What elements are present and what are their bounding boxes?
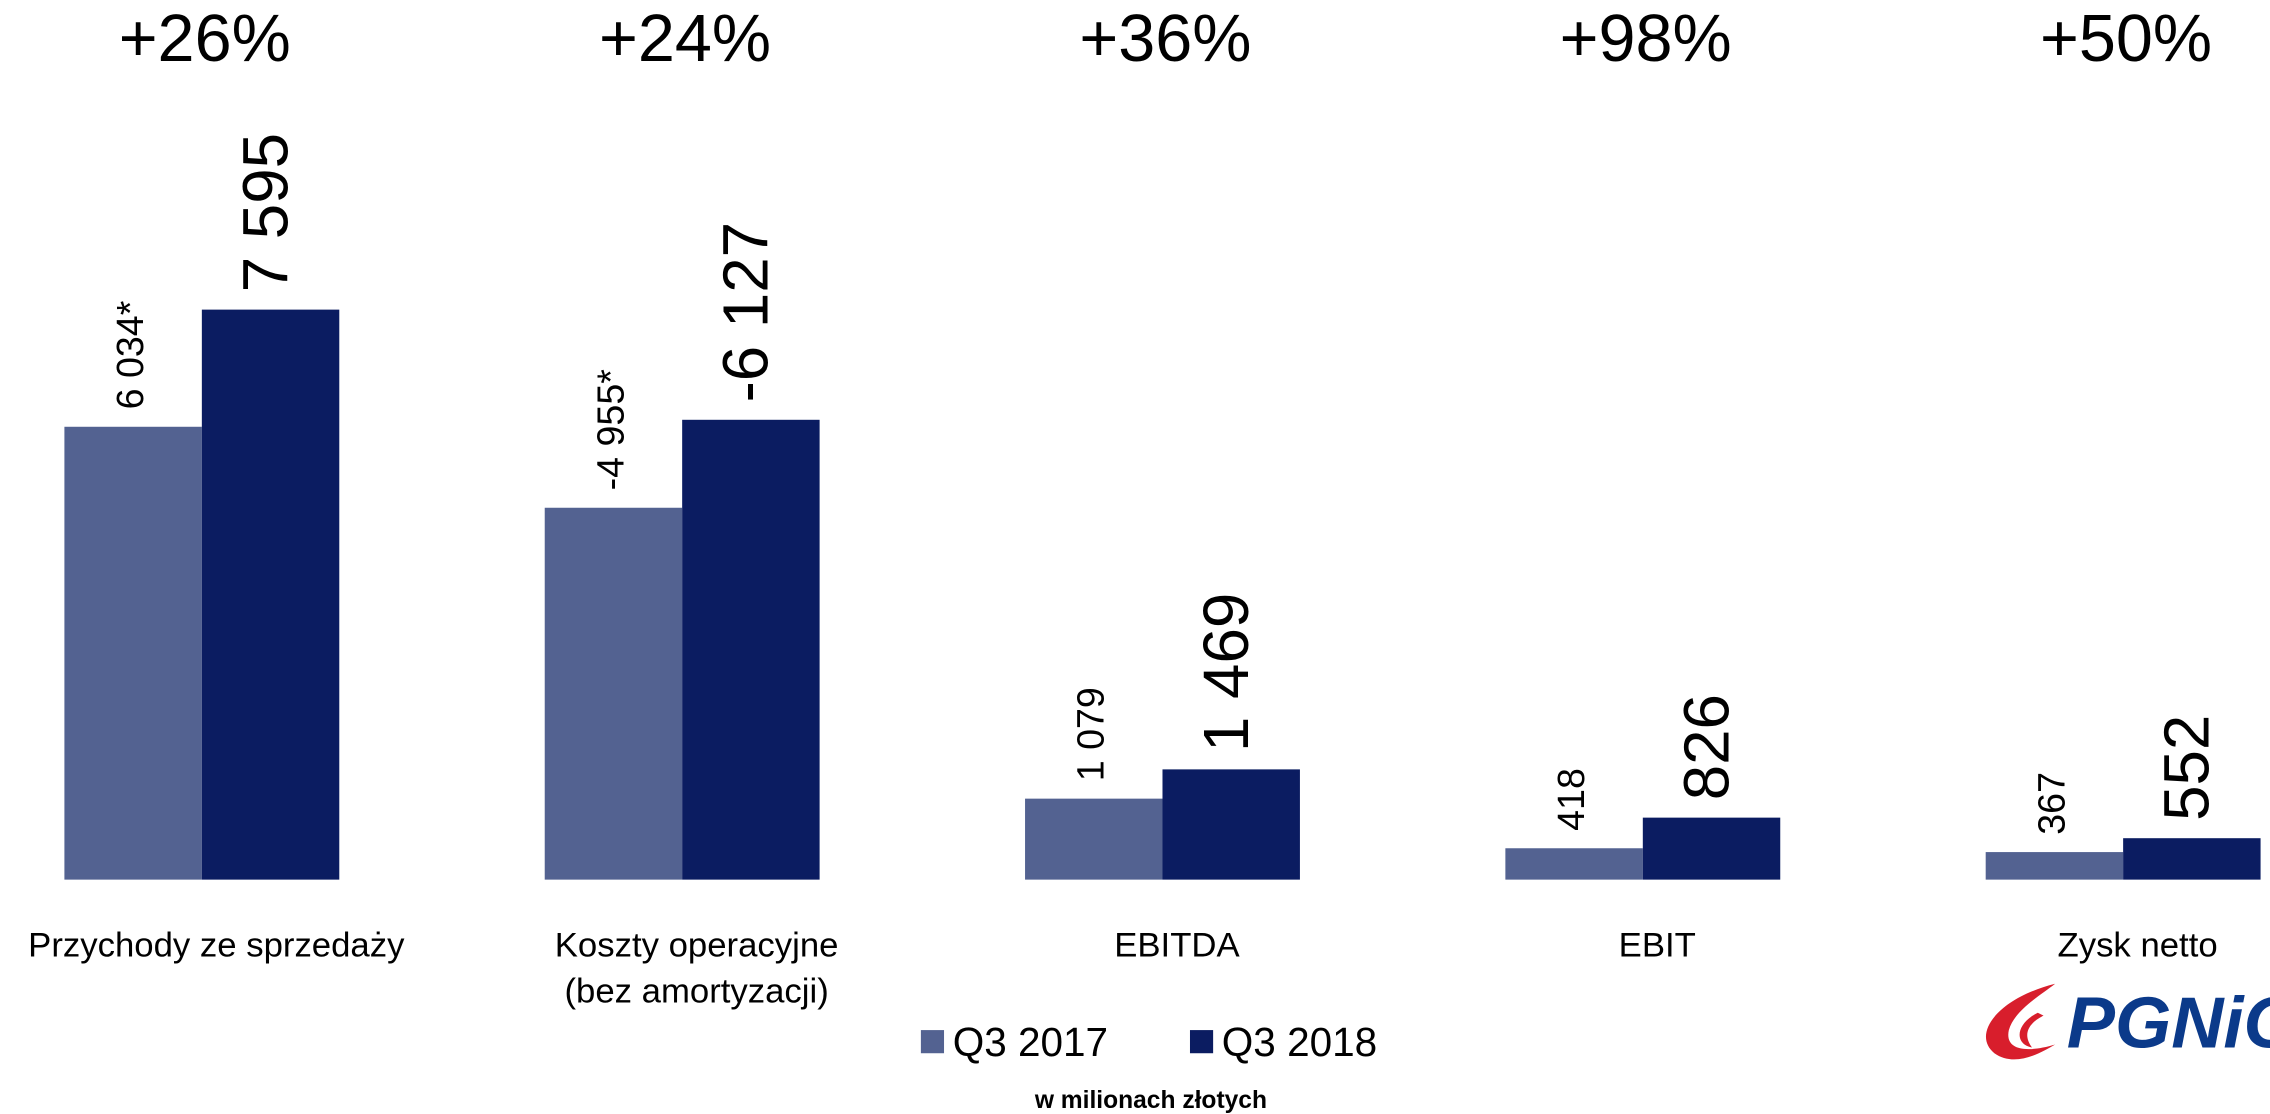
value-label: 826: [1671, 694, 1742, 800]
legend-swatch: [920, 1030, 945, 1054]
bar: [2123, 838, 2261, 880]
value-label: -6 127: [711, 222, 782, 402]
value-label: 1 469: [1191, 593, 1262, 752]
bar: [1642, 817, 1781, 880]
logo-swoosh: [2019, 1012, 2044, 1048]
value-label: 418: [1550, 768, 1592, 831]
bar: [1025, 798, 1163, 880]
annotation: +98%: [1560, 2, 1732, 76]
x-tick-label-line: (bez amortyzacji): [564, 973, 828, 1011]
legend-swatch: [1189, 1030, 1214, 1054]
annotation: +36%: [1079, 2, 1251, 76]
value-label: 367: [2030, 772, 2072, 835]
bar: [1505, 848, 1643, 880]
annotation: +24%: [599, 2, 771, 76]
subtitle: w milionach złotych: [1034, 1087, 1267, 1114]
x-tick-label: Koszty operacyjne (bez amortyzacji): [555, 926, 839, 1010]
logo-text: PGNiG: [2067, 983, 2270, 1063]
x-tick-label: Przychody ze sprzedaży: [28, 926, 405, 964]
value-label: 6 034*: [109, 300, 151, 409]
annotation: +26%: [119, 2, 291, 76]
x-tick-label-line: Koszty operacyjne: [555, 926, 839, 964]
value-label: 7 595: [230, 133, 301, 292]
value-label: 1 079: [1070, 687, 1112, 781]
logo: PGNiG: [1985, 983, 2270, 1063]
logo-swoosh: [1985, 983, 2056, 1060]
bar: [64, 426, 202, 880]
bar: [201, 309, 340, 880]
legend-label: Q3 2017: [953, 1019, 1108, 1065]
x-tick-label: Zysk netto: [2058, 926, 2218, 964]
x-tick-label: EBIT: [1619, 926, 1696, 964]
bar: [1985, 852, 2124, 880]
value-label: -4 955*: [589, 369, 631, 491]
value-label: 552: [2152, 715, 2223, 821]
annotation: +50%: [2040, 2, 2212, 76]
x-tick-label: EBITDA: [1114, 926, 1240, 964]
legend-label: Q3 2018: [1222, 1019, 1377, 1065]
bar: [544, 507, 683, 880]
bar: [682, 419, 820, 880]
bar: [1162, 769, 1300, 880]
